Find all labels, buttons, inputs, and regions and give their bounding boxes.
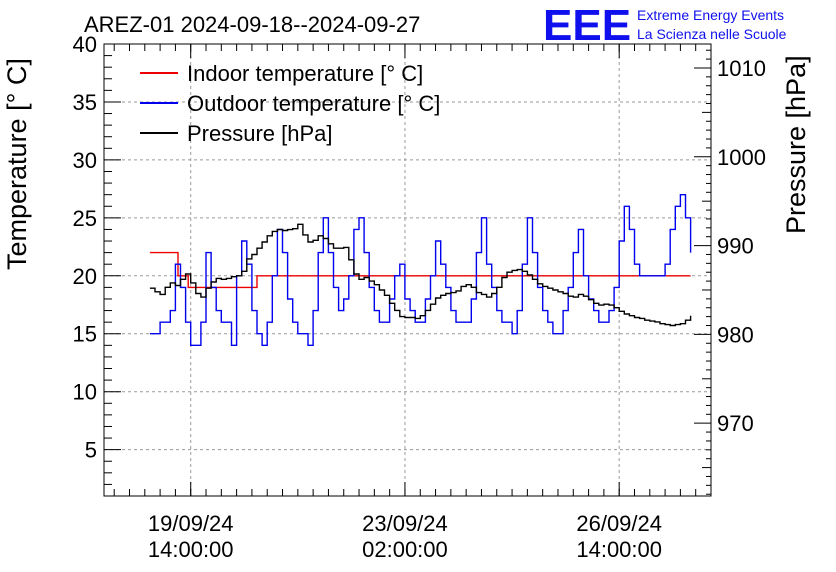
y-tick-label: 10 [73,380,97,405]
series-line-outdoor [149,194,692,346]
plot-lines [149,194,692,346]
y-tick-label: 15 [73,322,97,347]
x-tick-label-date: 26/09/24 [576,511,662,536]
y-axis-title: Temperature [° C] [2,58,32,270]
x-tick-label-date: 19/09/24 [148,511,234,536]
y2-tick-label: 970 [717,411,754,436]
y2-tick-label: 1000 [717,145,766,170]
series-line-indoor [149,251,691,289]
legend-label: Outdoor temperature [° C] [187,91,440,116]
y-tick-label: 20 [73,264,97,289]
y-tick-label: 35 [73,90,97,115]
series-line-pressure [149,223,692,327]
y-tick-label: 40 [73,32,97,57]
y-tick-label: 30 [73,148,97,173]
eee-logo: EEE Extreme Energy Events La Scienza nel… [543,1,787,50]
y2-tick-label: 980 [717,322,754,347]
x-tick-label-time: 14:00:00 [148,537,234,562]
y-tick-label: 25 [73,206,97,231]
legend-label: Pressure [hPa] [187,121,333,146]
axes: 19/09/2414:00:0023/09/2402:00:0026/09/24… [73,32,766,562]
y2-tick-label: 1010 [717,56,766,81]
y-tick-label: 5 [85,438,97,463]
x-tick-label-time: 02:00:00 [362,537,448,562]
y2-tick-label: 990 [717,234,754,259]
eee-logo-mark: EEE [543,1,631,50]
chart-title: AREZ-01 2024-09-18--2024-09-27 [84,12,420,37]
eee-logo-line1: Extreme Energy Events [637,7,784,23]
legend: Indoor temperature [° C] Outdoor temperat… [140,61,440,146]
x-tick-label-time: 14:00:00 [576,537,662,562]
plot-frame [103,43,712,497]
plot-border [103,43,712,497]
eee-logo-line2: La Scienza nelle Scuole [637,26,787,42]
x-tick-label-date: 23/09/24 [362,511,448,536]
y2-axis-title: Pressure [hPa] [781,55,811,234]
legend-label: Indoor temperature [° C] [187,61,423,86]
